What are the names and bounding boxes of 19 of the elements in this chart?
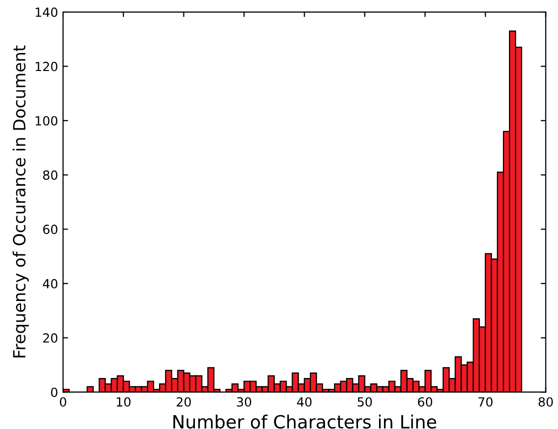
x-tick-label: 60 [418, 397, 432, 407]
y-tick-label: 120 [36, 62, 58, 72]
y-tick-label: 140 [36, 7, 58, 17]
x-tick-label: 0 [60, 397, 66, 407]
y-tick-label: 40 [42, 278, 58, 288]
x-tick-label: 40 [297, 397, 312, 407]
y-tick-label: 0 [51, 388, 58, 398]
x-tick-label: 10 [116, 397, 131, 407]
x-tick-label: 50 [358, 397, 372, 407]
y-tick-label: 100 [36, 116, 58, 126]
y-axis-title: Frequency of Occurance in Document [12, 45, 29, 358]
x-tick-label: 80 [538, 397, 553, 407]
x-tick-label: 20 [176, 397, 191, 407]
y-tick-label: 60 [43, 224, 58, 234]
y-tick-label: 20 [43, 333, 58, 343]
y-tick-label: 80 [43, 170, 58, 180]
x-axis-title: Number of Characters in Line [173, 414, 436, 429]
x-tick-label: 70 [478, 397, 493, 407]
x-tick-label: 30 [237, 397, 252, 407]
